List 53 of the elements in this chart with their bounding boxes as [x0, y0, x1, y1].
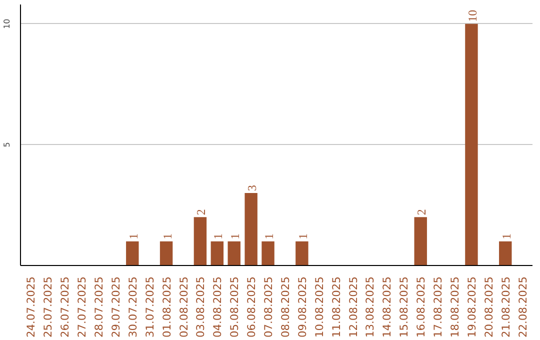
bar	[194, 217, 207, 266]
x-tick-label: 26.07.2025	[58, 276, 72, 338]
data-label: 2	[414, 209, 429, 216]
data-label: 1	[228, 233, 242, 240]
x-tick-label: 24.07.2025	[24, 276, 38, 338]
bar	[160, 241, 173, 266]
x-tick-label: 06.08.2025	[245, 276, 258, 338]
x-tick-label: 22.08.2025	[516, 276, 530, 338]
x-tick-label: 28.07.2025	[92, 276, 106, 338]
x-tick-label: 30.07.2025	[126, 276, 140, 338]
x-tick-label: 09.08.2025	[296, 276, 309, 338]
bar	[244, 193, 258, 266]
x-tick-label: 13.08.2025	[364, 276, 377, 338]
x-tick-label: 25.07.2025	[42, 276, 55, 338]
x-tick-label: 12.08.2025	[346, 276, 360, 338]
data-label: 1	[499, 233, 514, 240]
x-tick-label: 16.08.2025	[414, 276, 428, 338]
data-label: 2	[194, 209, 208, 216]
x-tick-label: 04.08.2025	[211, 276, 224, 338]
x-tick-label: 10.08.2025	[312, 276, 326, 338]
x-tick-label: 02.08.2025	[177, 276, 190, 338]
x-tick-label: 08.08.2025	[278, 276, 292, 338]
x-tick-label: 17.08.2025	[432, 276, 445, 338]
x-tick-label: 19.08.2025	[465, 276, 478, 338]
y-tick-label: 5	[2, 142, 12, 148]
x-tick-label: 01.08.2025	[160, 276, 174, 338]
bar	[465, 24, 478, 266]
bar	[126, 241, 139, 266]
x-tick-label: 18.08.2025	[448, 276, 462, 338]
data-label: 1	[160, 233, 174, 240]
data-label: 1	[211, 233, 226, 240]
x-tick-label: 15.08.2025	[398, 276, 411, 338]
bar	[210, 241, 224, 266]
bar	[296, 241, 308, 266]
data-label: 1	[296, 233, 310, 240]
data-label: 10	[465, 10, 480, 22]
x-tick-label: 20.08.2025	[482, 276, 496, 338]
x-tick-label: 07.08.2025	[262, 276, 276, 338]
x-tick-label: 21.08.2025	[499, 276, 512, 338]
x-tick-label: 11.08.2025	[330, 276, 343, 338]
x-tick-label: 29.07.2025	[109, 276, 122, 338]
data-label: 1	[262, 233, 276, 240]
bar	[499, 241, 512, 266]
bar	[262, 241, 274, 266]
x-tick-label: 14.08.2025	[380, 276, 394, 338]
x-tick-label: 27.07.2025	[76, 276, 89, 338]
bar	[414, 217, 427, 266]
x-tick-label: 05.08.2025	[228, 276, 242, 338]
data-label: 3	[245, 185, 260, 191]
x-tick-label: 03.08.2025	[194, 276, 208, 338]
bar	[228, 241, 240, 266]
x-tick-label: 31.07.2025	[143, 276, 156, 338]
data-label: 1	[126, 233, 140, 240]
